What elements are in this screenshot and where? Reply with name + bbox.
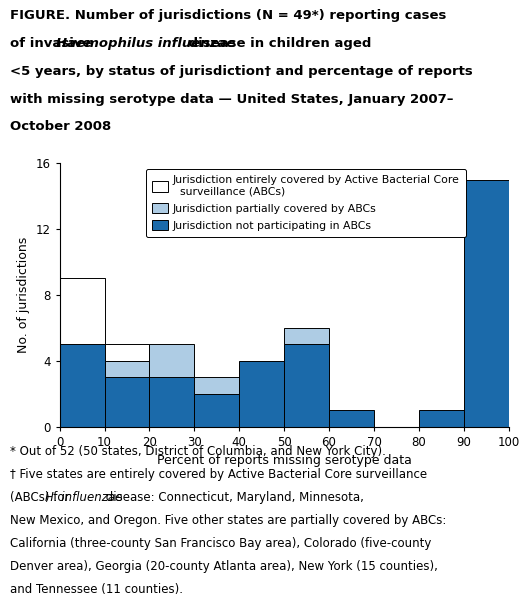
Text: California (three-county San Francisco Bay area), Colorado (five-county: California (three-county San Francisco B… [10,537,432,549]
Text: † Five states are entirely covered by Active Bacterial Core surveillance: † Five states are entirely covered by Ac… [10,468,428,480]
Bar [239,361,284,427]
Bar [105,344,149,361]
Bar [284,344,329,427]
Bar [149,377,194,427]
Text: and Tennessee (11 counties).: and Tennessee (11 counties). [10,583,183,595]
Bar [60,344,105,427]
Bar [194,394,239,427]
Text: (ABCs) for: (ABCs) for [10,491,74,503]
Bar [329,410,374,427]
Bar [60,278,105,344]
Text: FIGURE. Number of jurisdictions (N = 49*) reporting cases: FIGURE. Number of jurisdictions (N = 49*… [10,9,447,22]
Text: disease in children aged: disease in children aged [184,37,372,50]
Bar [419,410,464,427]
Text: disease: Connecticut, Maryland, Minnesota,: disease: Connecticut, Maryland, Minnesot… [102,491,364,503]
Bar [464,180,509,427]
Text: with missing serotype data — United States, January 2007–: with missing serotype data — United Stat… [10,93,454,105]
Bar [194,377,239,394]
Legend: Jurisdiction entirely covered by Active Bacterial Core
  surveillance (ABCs), Ju: Jurisdiction entirely covered by Active … [146,169,467,237]
Text: * Out of 52 (50 states, District of Columbia, and New York City).: * Out of 52 (50 states, District of Colu… [10,445,386,457]
Bar [105,377,149,427]
Text: October 2008: October 2008 [10,120,112,133]
X-axis label: Percent of reports missing serotype data: Percent of reports missing serotype data [157,454,412,467]
Text: H. influenzae: H. influenzae [45,491,122,503]
Bar [149,344,194,377]
Y-axis label: No. of jurisdictions: No. of jurisdictions [17,237,30,353]
Text: Denver area), Georgia (20-county Atlanta area), New York (15 counties),: Denver area), Georgia (20-county Atlanta… [10,560,438,572]
Text: of invasive: of invasive [10,37,97,50]
Text: <5 years, by status of jurisdiction† and percentage of reports: <5 years, by status of jurisdiction† and… [10,65,473,77]
Bar [105,361,149,377]
Bar [284,328,329,344]
Text: Haemophilus influenzae: Haemophilus influenzae [56,37,235,50]
Text: New Mexico, and Oregon. Five other states are partially covered by ABCs:: New Mexico, and Oregon. Five other state… [10,514,447,526]
